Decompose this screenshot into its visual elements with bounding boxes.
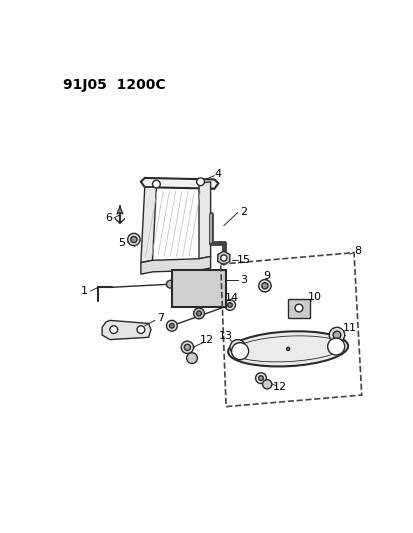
Text: 5: 5	[118, 238, 125, 248]
Polygon shape	[217, 251, 229, 265]
Text: 14: 14	[224, 293, 238, 303]
Circle shape	[169, 324, 174, 328]
Polygon shape	[199, 182, 210, 259]
Circle shape	[230, 340, 245, 355]
Text: 6: 6	[104, 213, 112, 223]
Circle shape	[181, 341, 193, 353]
Circle shape	[227, 303, 232, 308]
Bar	[171, 270, 225, 308]
Text: 9: 9	[263, 271, 270, 281]
Circle shape	[286, 348, 289, 350]
Text: 12: 12	[199, 335, 213, 345]
Circle shape	[187, 270, 195, 278]
Circle shape	[186, 353, 197, 364]
Text: 3: 3	[240, 274, 247, 285]
Circle shape	[294, 304, 302, 312]
Circle shape	[258, 280, 271, 292]
Circle shape	[261, 282, 267, 289]
Circle shape	[127, 233, 140, 246]
Ellipse shape	[327, 338, 344, 355]
Circle shape	[220, 255, 226, 261]
Polygon shape	[140, 256, 210, 274]
Ellipse shape	[231, 343, 248, 360]
Circle shape	[166, 320, 177, 331]
Circle shape	[131, 237, 137, 243]
Circle shape	[332, 331, 340, 339]
Text: 4: 4	[214, 169, 221, 179]
Text: 11: 11	[342, 323, 356, 333]
Circle shape	[258, 376, 263, 381]
Polygon shape	[140, 178, 218, 189]
Bar	[287, 299, 309, 318]
Circle shape	[224, 300, 235, 310]
Circle shape	[196, 178, 204, 185]
Circle shape	[184, 344, 190, 350]
Circle shape	[196, 311, 201, 316]
Text: 8: 8	[354, 246, 361, 256]
Text: 13: 13	[218, 331, 233, 341]
Polygon shape	[116, 206, 123, 214]
Ellipse shape	[228, 332, 347, 367]
Circle shape	[193, 308, 204, 319]
Circle shape	[328, 327, 344, 343]
Polygon shape	[102, 320, 151, 340]
Text: 7: 7	[156, 313, 164, 323]
Text: 10: 10	[308, 292, 321, 302]
Circle shape	[233, 343, 241, 351]
Polygon shape	[140, 187, 156, 263]
Circle shape	[109, 326, 117, 334]
Text: 1: 1	[81, 286, 88, 296]
Circle shape	[137, 326, 145, 334]
Text: 12: 12	[273, 382, 287, 392]
Circle shape	[166, 280, 174, 288]
Circle shape	[152, 180, 160, 188]
Circle shape	[255, 373, 266, 384]
Text: 2: 2	[240, 207, 247, 217]
Text: 91J05  1200C: 91J05 1200C	[63, 78, 166, 92]
Text: 15: 15	[236, 255, 250, 265]
Circle shape	[262, 379, 271, 389]
